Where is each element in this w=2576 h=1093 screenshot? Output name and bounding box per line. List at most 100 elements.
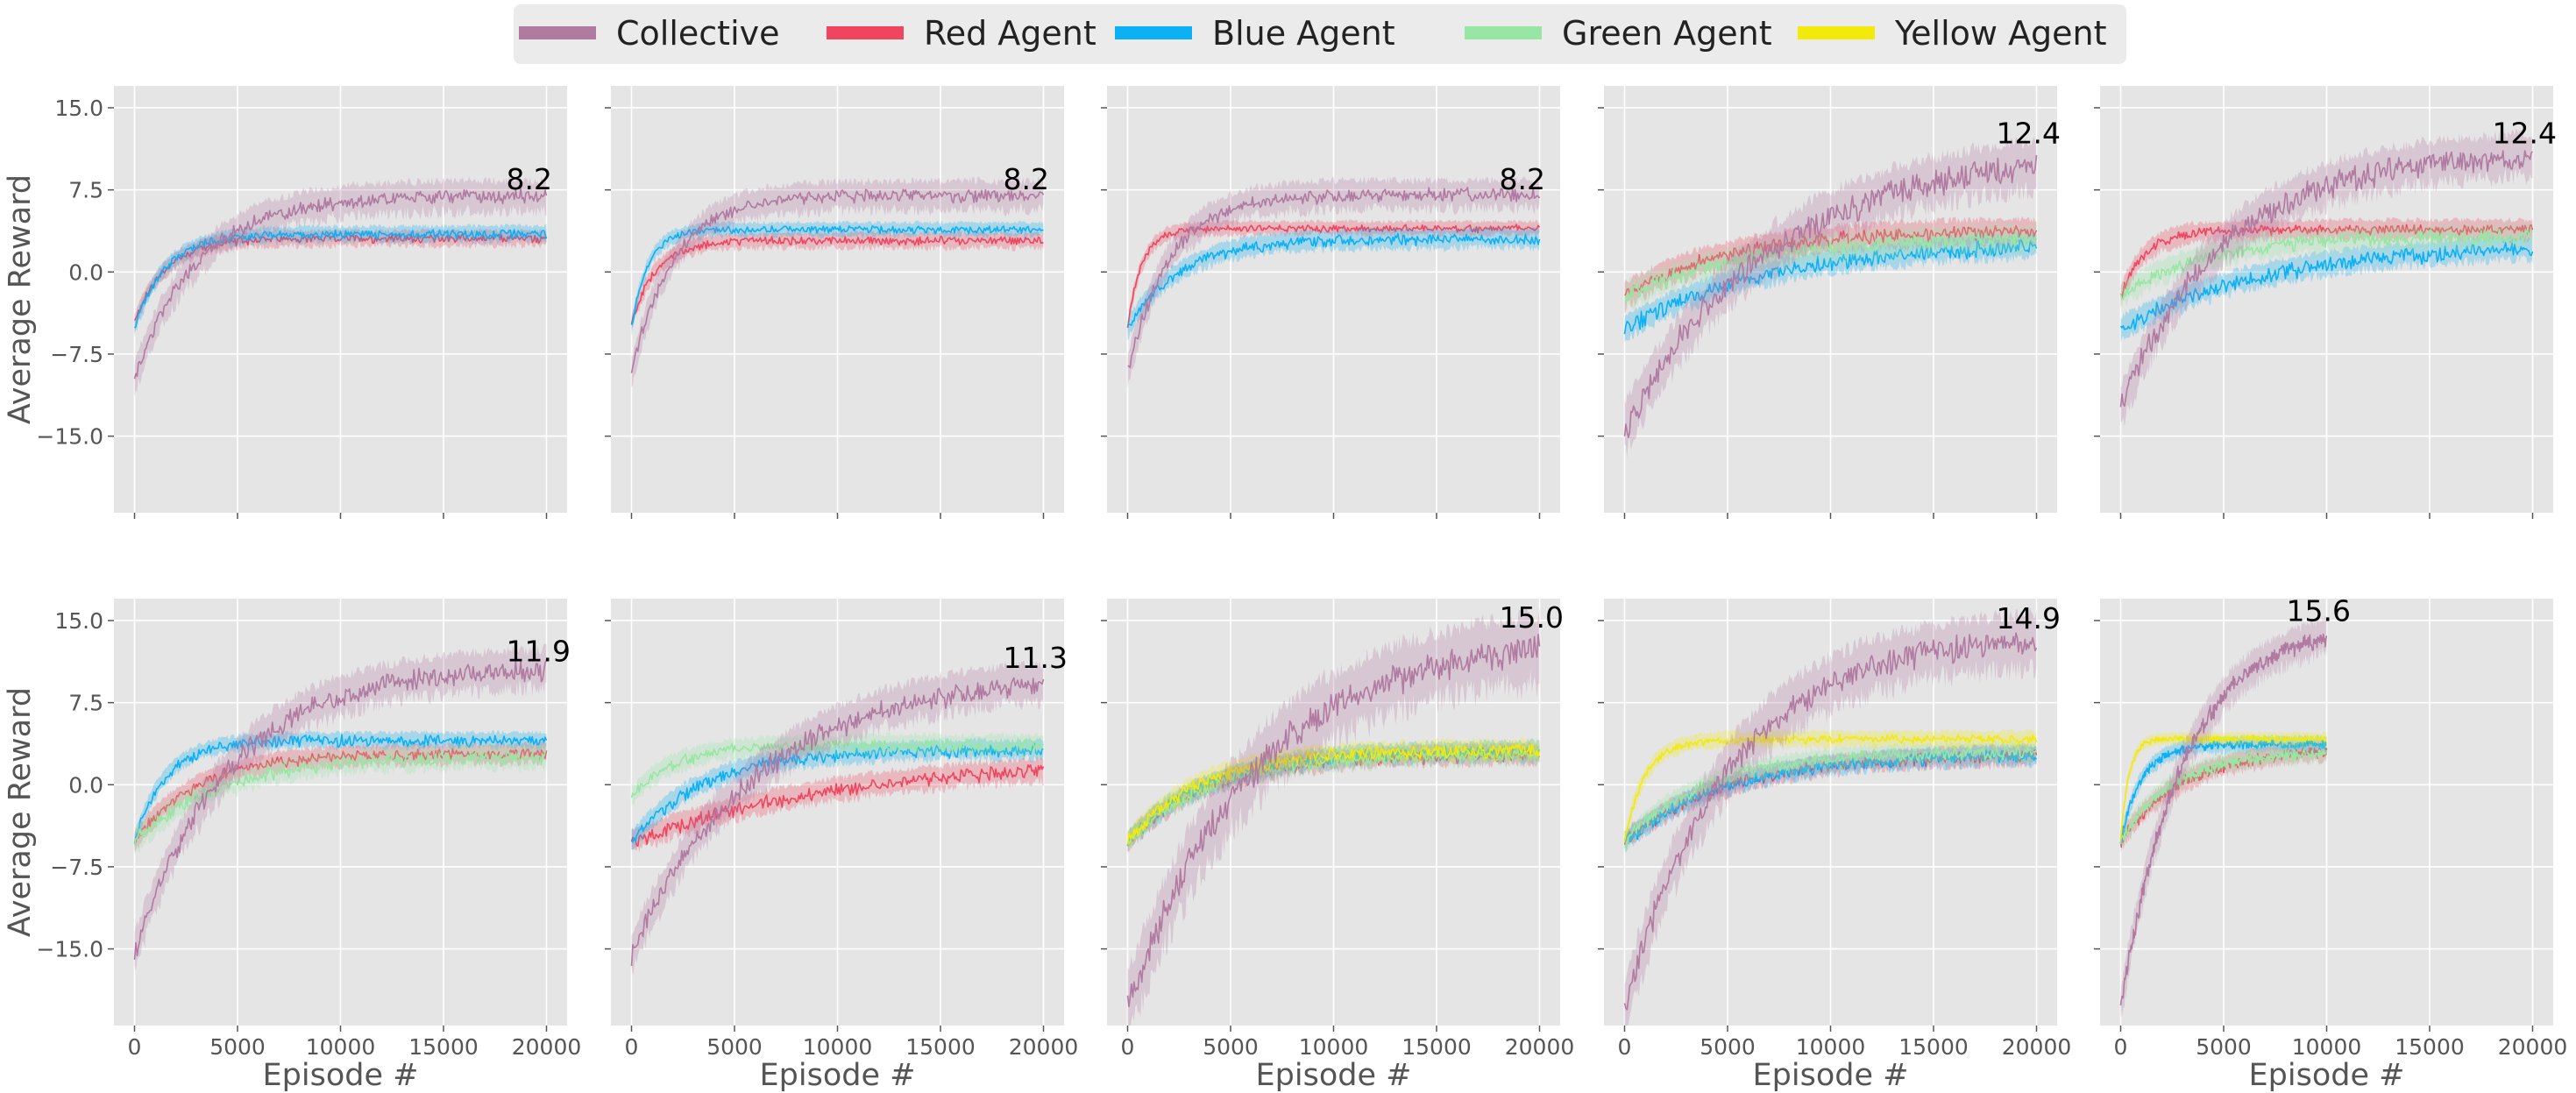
band-collective [1127, 176, 1540, 388]
line-collective [133, 659, 548, 960]
x-tick-label: 5000 [706, 1034, 763, 1060]
y-axis-label: Average Reward [3, 174, 38, 424]
x-axis-label: Episode # [760, 1058, 916, 1093]
line-yellow-agent [1623, 734, 2038, 841]
line-green-agent [133, 749, 547, 846]
line-blue-agent [630, 225, 1044, 326]
band-yellow-agent [2120, 731, 2327, 847]
panel-10: 0 5000 10000 15000 20000 Episode # 15.6 [2094, 593, 2567, 1093]
line-yellow-agent [2119, 735, 2327, 840]
series-group [133, 176, 548, 398]
x-tick-label: 20000 [1505, 1034, 1575, 1060]
series-group [630, 176, 1045, 388]
legend-item-green-agent: Green Agent [1465, 14, 1772, 53]
line-red-agent [630, 764, 1045, 847]
band-blue-agent [631, 220, 1044, 337]
band-blue-agent [1624, 231, 2037, 343]
band-collective [1127, 607, 1540, 1026]
gridlines [611, 86, 1064, 513]
final-value-label: 8.2 [1004, 162, 1049, 196]
band-blue-agent [2120, 233, 2533, 343]
band-green-agent [631, 732, 1044, 808]
band-collective [1624, 137, 2037, 458]
legend-label: Blue Agent [1212, 14, 1395, 53]
line-blue-agent [1623, 749, 2038, 843]
gridlines [2100, 86, 2553, 513]
line-collective [1126, 634, 1541, 1008]
final-value-label: 15.0 [1500, 600, 1564, 635]
x-tick-label: 10000 [1299, 1034, 1369, 1060]
line-collective [630, 188, 1045, 373]
gridlines [2100, 599, 2553, 1026]
x-tick-label: 0 [1121, 1034, 1135, 1060]
line-green-agent [2119, 749, 2328, 845]
legend-swatch [1798, 26, 1875, 39]
x-tick-label: 0 [128, 1034, 142, 1060]
line-blue-agent [133, 734, 548, 844]
x-tick-label: 5000 [209, 1034, 266, 1060]
series-group [133, 643, 548, 972]
line-green-agent [630, 738, 1044, 798]
y-tick-label: −15.0 [36, 937, 103, 962]
line-collective [630, 677, 1045, 967]
x-tick-label: 0 [625, 1034, 639, 1060]
band-blue-agent [134, 224, 547, 338]
legend-box [514, 4, 2126, 64]
band-green-agent [1624, 220, 2037, 313]
line-collective [2119, 633, 2328, 1006]
line-blue-agent [1126, 745, 1541, 847]
x-tick-label: 5000 [1203, 1034, 1259, 1060]
legend-label: Green Agent [1562, 14, 1772, 53]
legend-swatch [1465, 26, 1542, 39]
band-red-agent [134, 228, 547, 334]
final-value-label: 15.6 [2287, 593, 2351, 628]
series-group [2119, 615, 2328, 1018]
gridlines [1107, 86, 1560, 513]
final-value-label: 11.9 [507, 635, 571, 669]
panel-3: 8.2 [1101, 86, 1560, 519]
line-collective [133, 188, 548, 380]
legend-item-yellow-agent: Yellow Agent [1798, 14, 2107, 53]
band-yellow-agent [1624, 728, 2037, 847]
x-tick-label: 10000 [803, 1034, 873, 1060]
line-red-agent [2119, 747, 2328, 848]
line-red-agent [1126, 224, 1541, 328]
legend-item-red-agent: Red Agent [827, 14, 1096, 53]
gridlines [1107, 599, 1560, 1026]
series-group [2119, 128, 2534, 427]
band-blue-agent [631, 736, 1044, 851]
band-collective [1624, 607, 2037, 1026]
x-tick-label: 15000 [2395, 1034, 2465, 1060]
legend-swatch [827, 26, 904, 39]
y-tick-label: −15.0 [36, 424, 103, 450]
series-group [1623, 137, 2038, 458]
series-group [630, 659, 1045, 976]
line-red-agent [2119, 224, 2534, 299]
legend-item-collective: Collective [519, 14, 780, 53]
y-tick-label: −7.5 [50, 342, 103, 367]
legend-swatch [519, 26, 596, 39]
final-value-label: 8.2 [507, 162, 552, 196]
line-collective [1623, 632, 2038, 1011]
legend-label: Yellow Agent [1894, 14, 2107, 53]
x-tick-label: 0 [1618, 1034, 1632, 1060]
line-collective [1623, 155, 2038, 438]
line-blue-agent [631, 742, 1044, 843]
x-tick-label: 5000 [1700, 1034, 1756, 1060]
line-blue-agent [133, 229, 548, 329]
panel-9: 0 5000 10000 15000 20000 Episode # 14.9 [1598, 599, 2071, 1093]
series-group [1623, 607, 2038, 1026]
line-green-agent [2119, 228, 2534, 301]
final-value-label: 12.4 [2493, 116, 2557, 150]
line-blue-agent [2119, 739, 2327, 844]
legend-item-blue-agent: Blue Agent [1115, 14, 1395, 53]
y-tick-label: 0.0 [68, 259, 103, 285]
band-collective [134, 176, 547, 398]
final-value-label: 12.4 [1997, 116, 2061, 150]
y-axis-label: Average Reward [3, 687, 38, 937]
x-tick-label: 20000 [512, 1034, 582, 1060]
panel-7: 0 5000 10000 15000 20000 Episode # 11.3 [605, 599, 1078, 1093]
panel-5: 12.4 [2094, 86, 2557, 519]
